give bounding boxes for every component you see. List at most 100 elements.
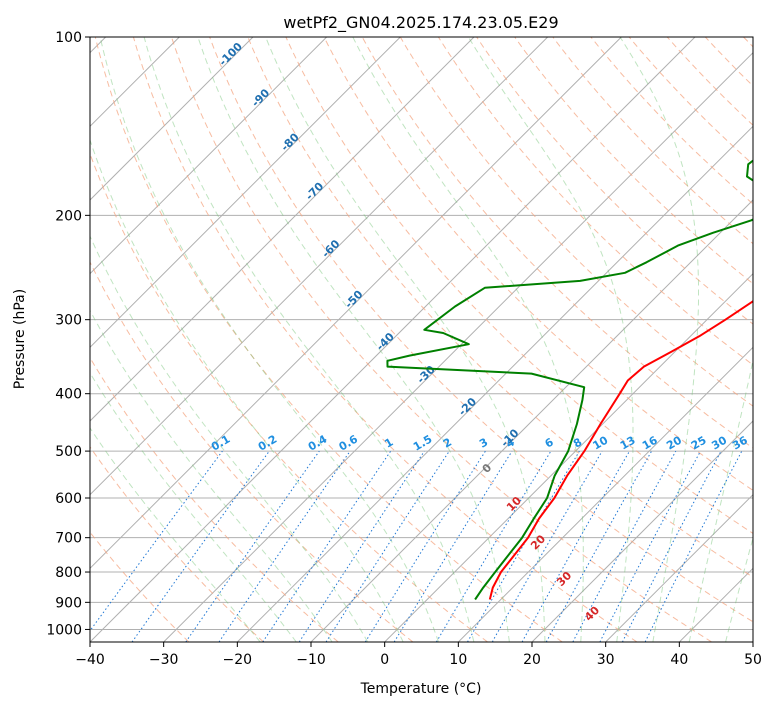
background-lines [90, 37, 753, 642]
x-axis-ticks: −40 −30 −20 −10 0 10 20 30 40 50 [75, 642, 762, 668]
mixing-ratio-line [521, 450, 630, 642]
y-axis-title: Pressure (hPa) [12, 289, 28, 389]
x-tick-label: 30 [597, 652, 615, 668]
y-axis-ticks: 100 200 300 400 500 600 700 800 900 1000 [46, 30, 90, 638]
mixing-ratio-label: 0.6 [337, 432, 361, 453]
mixing-ratio-label: 13 [618, 434, 638, 453]
mixing-ratio-label: 3 [477, 436, 490, 451]
dry-adiabat [743, 37, 753, 48]
isotherm-label: -100 [216, 40, 245, 69]
mixing-ratio-line [364, 450, 486, 642]
x-tick-label: −30 [149, 652, 179, 668]
moist-adiabat [352, 37, 584, 642]
y-tick-label: 900 [55, 595, 82, 611]
isotherm-line [90, 37, 622, 570]
mixing-ratio-line [262, 450, 392, 642]
isotherm-line [90, 37, 475, 422]
y-tick-label: 100 [55, 30, 82, 46]
profile-series [386, 159, 753, 601]
moist-adiabat [619, 37, 699, 642]
mixing-ratio-line [599, 450, 701, 642]
isotherm-line [90, 37, 696, 642]
dry-adiabat [323, 37, 753, 491]
isotherm-label: -30 [414, 363, 437, 386]
isotherm-line [384, 272, 753, 642]
moist-adiabat [90, 309, 333, 642]
isotherm-line [90, 37, 549, 496]
isotherm-line [457, 346, 753, 642]
mixing-ratio-line [298, 450, 425, 642]
mixing-ratio-label: 16 [640, 433, 660, 452]
mixing-ratio-line [325, 450, 450, 642]
dry-adiabat [590, 37, 753, 205]
dry-adiabat [704, 37, 753, 87]
isotherm-line [163, 51, 753, 642]
isotherm-label: -90 [249, 86, 272, 109]
dewpoint-profile-line [386, 159, 753, 601]
isotherm-label: -60 [319, 237, 342, 260]
dry-adiabat [132, 37, 638, 642]
mixing-ratio-line [90, 450, 223, 632]
y-tick-label: 800 [55, 565, 82, 581]
x-tick-label: −20 [223, 652, 253, 668]
isotherm-line [605, 493, 753, 642]
mixing-ratio-label: 20 [664, 433, 684, 452]
mixing-ratio-label: 0.1 [209, 433, 232, 454]
moist-adiabat-label: 0 [480, 461, 495, 476]
moist-adiabat-label: 20 [528, 532, 548, 552]
isotherm-label: -10 [498, 426, 521, 449]
x-tick-label: −10 [296, 652, 326, 668]
isotherm-line [236, 125, 753, 642]
isotherm-label: -80 [279, 130, 302, 153]
chart-title: wetPf2_GN04.2025.174.23.05.E29 [283, 13, 558, 33]
y-tick-label: 400 [55, 387, 82, 403]
isotherm-label: -50 [342, 288, 365, 311]
mixing-ratio-label: 36 [730, 433, 750, 452]
dry-adiabat [514, 37, 753, 285]
isotherm-label: -20 [456, 395, 479, 418]
mixing-ratio-label: 6 [543, 435, 556, 450]
dry-adiabat [90, 152, 488, 642]
moist-adiabat [99, 37, 439, 642]
dry-adiabat [476, 37, 753, 325]
isotherm-line [90, 37, 401, 349]
temperature-profile-line [488, 300, 753, 600]
mixing-ratio-line [185, 450, 320, 642]
y-tick-label: 1000 [46, 622, 82, 638]
dry-adiabat [90, 531, 190, 642]
x-axis-title: Temperature (°C) [360, 681, 482, 697]
x-tick-label: 10 [449, 652, 467, 668]
y-tick-label: 600 [55, 491, 82, 507]
isotherm-line [531, 420, 753, 642]
mixing-ratio-label: 1.5 [411, 433, 434, 454]
dry-adiabat [552, 37, 753, 245]
x-tick-label: 0 [380, 652, 389, 668]
moist-adiabat [90, 138, 404, 642]
moist-adiabat [90, 371, 297, 642]
dry-adiabat [90, 356, 339, 642]
moist-adiabat [197, 37, 510, 642]
y-tick-label: 500 [55, 444, 82, 460]
mixing-ratio-label: 25 [689, 434, 709, 453]
x-tick-label: 50 [744, 652, 762, 668]
mixing-ratio-line [218, 450, 351, 642]
y-tick-label: 300 [55, 313, 82, 329]
dry-adiabat [171, 37, 712, 642]
x-tick-label: 40 [670, 652, 688, 668]
mixing-ratio-line [545, 450, 653, 642]
isotherm-label: -70 [303, 180, 326, 203]
moist-adiabat [265, 37, 546, 642]
dry-adiabat [94, 37, 563, 642]
moist-adiabat [688, 358, 753, 642]
plot-frame [89, 36, 754, 643]
y-tick-label: 200 [55, 208, 82, 224]
mixing-ratio-line [393, 450, 513, 642]
isotherm-line [752, 641, 753, 642]
mixing-ratio-label: 0.2 [256, 433, 279, 454]
dry-adiabat [90, 446, 264, 642]
x-tick-label: −40 [75, 652, 105, 668]
moist-adiabat [467, 37, 634, 642]
moist-adiabat [143, 37, 475, 642]
y-tick-label: 700 [55, 531, 82, 547]
